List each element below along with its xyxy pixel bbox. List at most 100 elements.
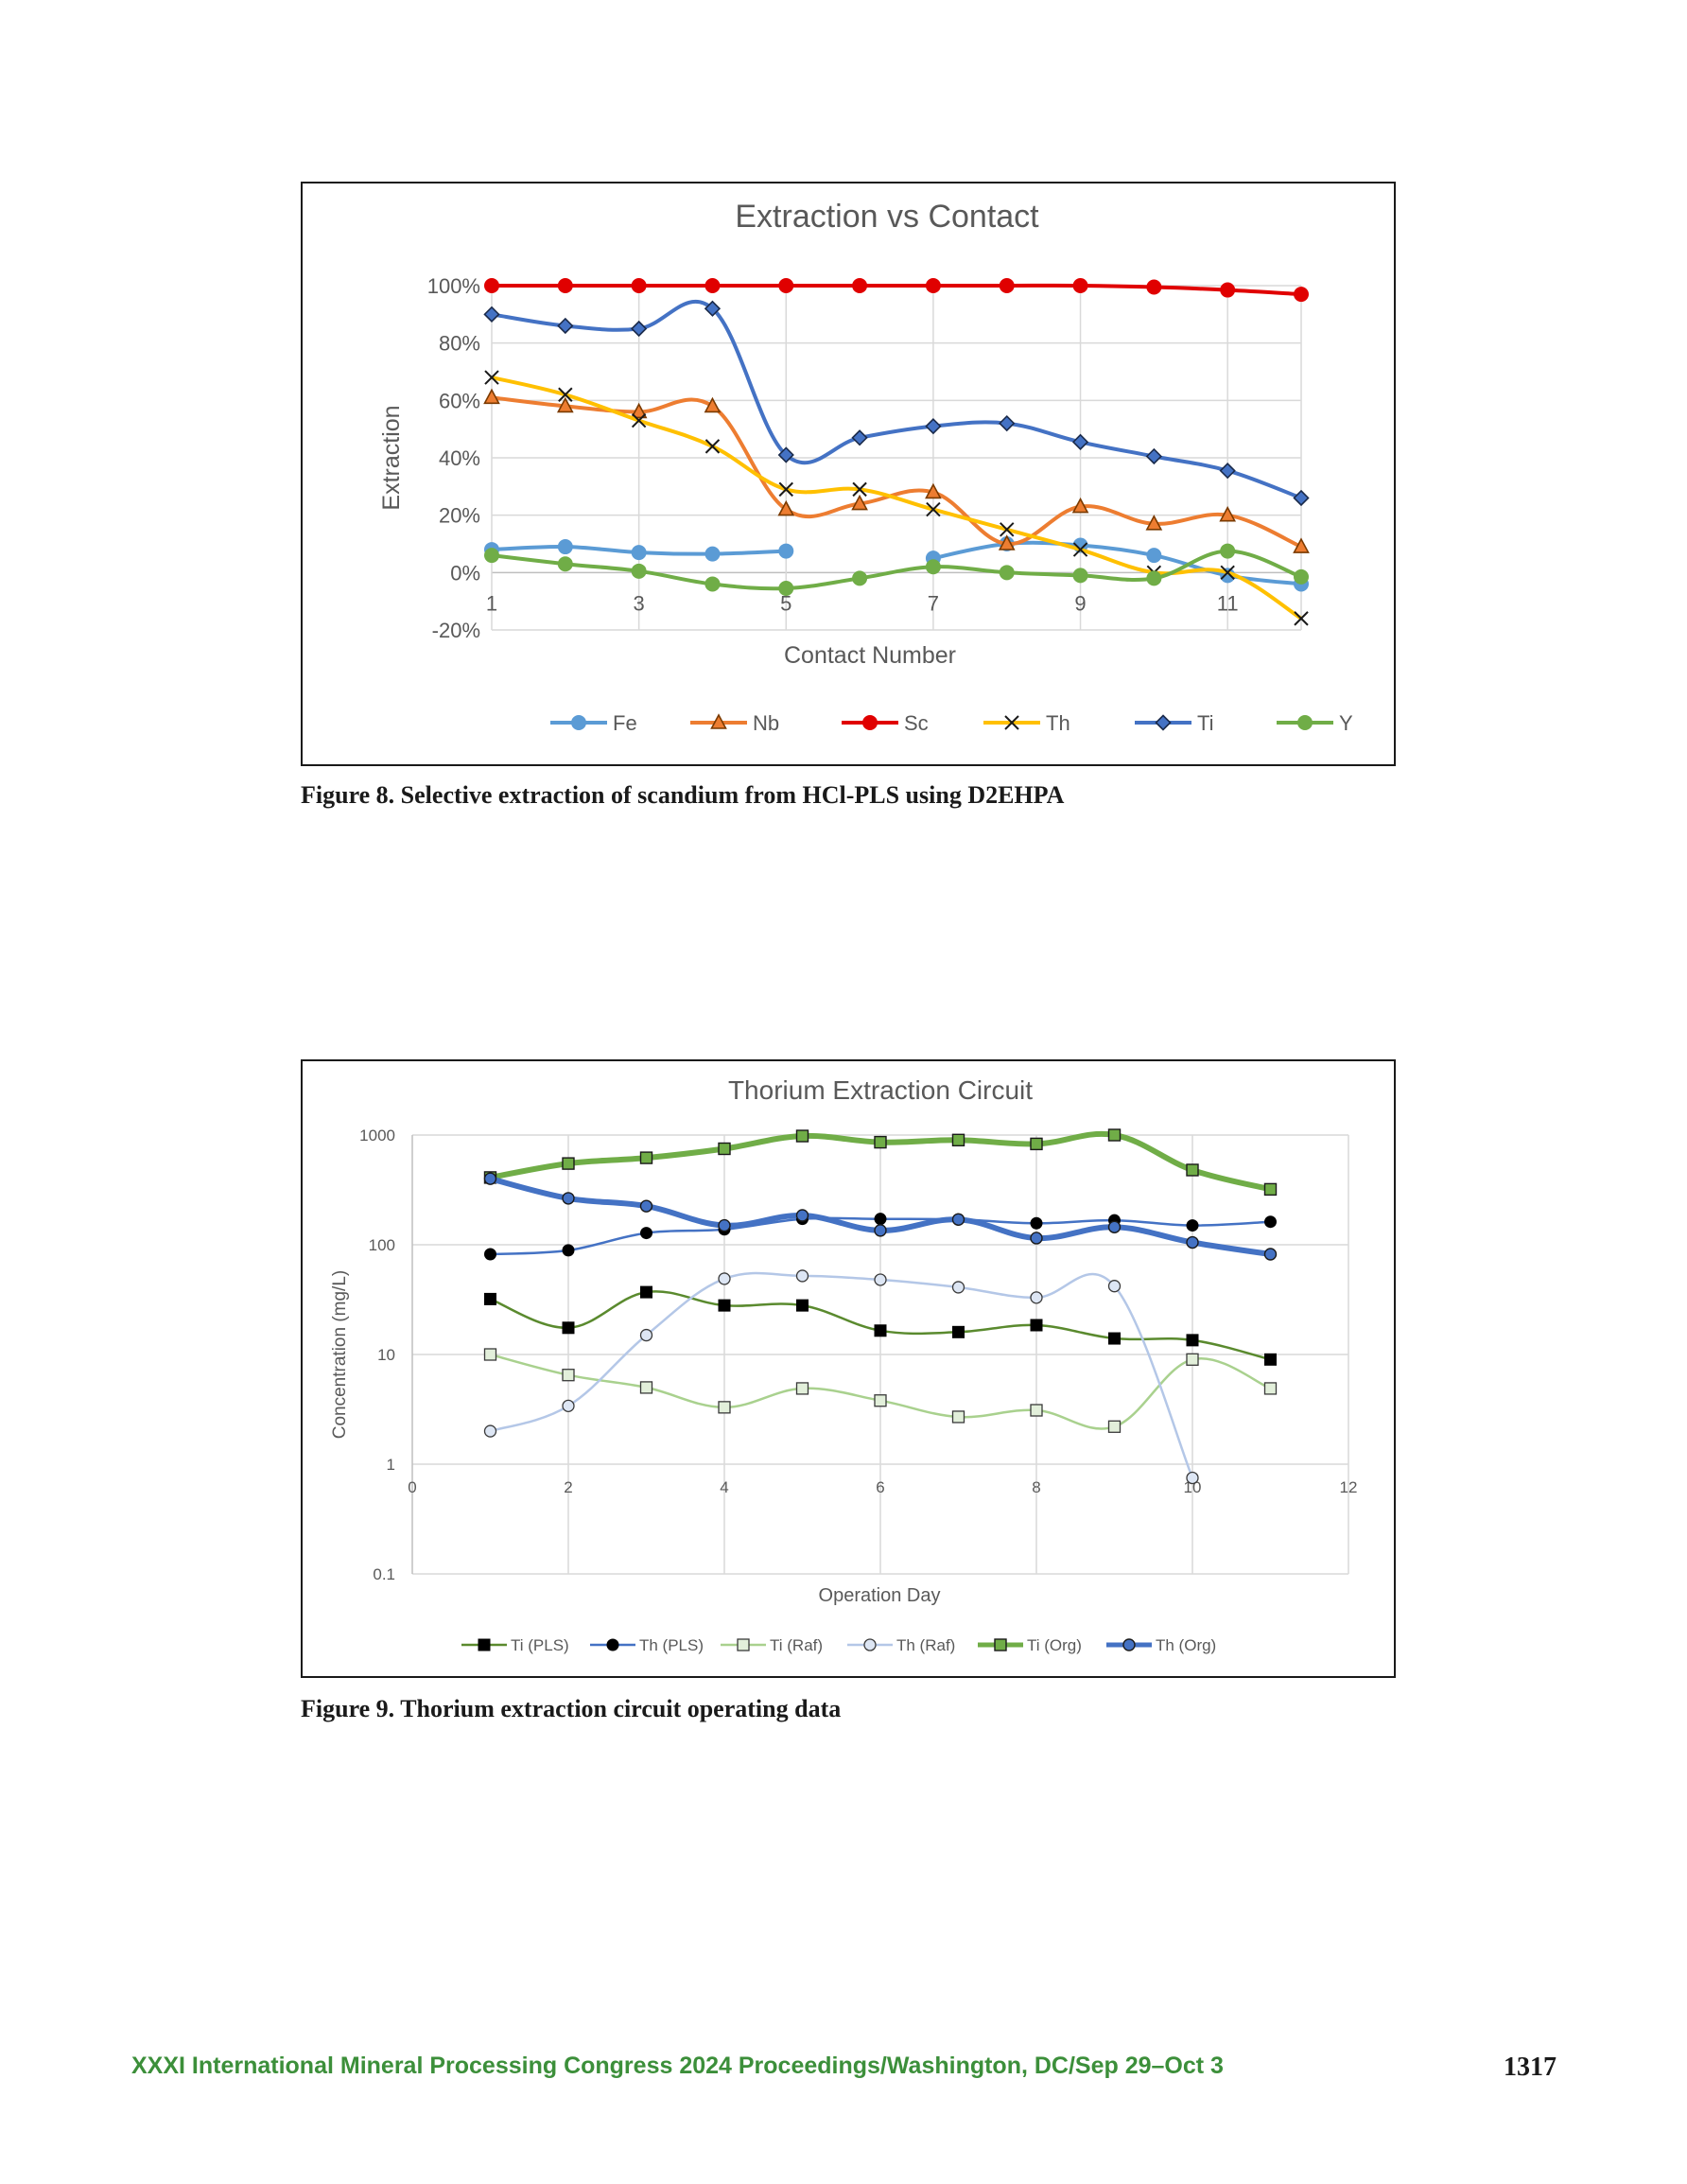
ti-point (999, 414, 1016, 432)
nb-point (704, 396, 722, 413)
y-tick-label: 10 (377, 1346, 395, 1364)
legend-fe-point (571, 715, 586, 730)
th-raf-point (951, 1281, 965, 1294)
nb-point (483, 388, 500, 405)
legend-label: Nb (753, 711, 779, 735)
legend-sc-point (862, 715, 878, 730)
fe-point (778, 543, 794, 559)
ti-pls-point (1108, 1332, 1121, 1345)
y-point (1146, 570, 1162, 586)
th-raf-point (718, 1272, 731, 1285)
th-point (704, 439, 721, 454)
thorium-extraction-circuit-chart: Thorium Extraction Circuit 1000 100 10 1 0.1 0… (301, 1059, 1396, 1678)
th-raf-point (639, 1328, 653, 1342)
x-tick-label: 2 (564, 1478, 572, 1496)
ti-point (557, 317, 574, 335)
chart-title: Extraction vs Contact (735, 199, 1039, 235)
th-raf-point (1186, 1471, 1199, 1485)
legend-label: Fe (613, 711, 637, 735)
sc-point (1294, 287, 1309, 303)
ti-org-point (1263, 1182, 1278, 1197)
ti-pls-point (796, 1299, 809, 1312)
th-raf-point (1030, 1291, 1043, 1304)
nb-point (1293, 537, 1310, 553)
legend-label: Th (Org) (1156, 1636, 1216, 1654)
x-marker-stroke (1004, 715, 1019, 730)
th-point (926, 501, 941, 517)
legend-label: Th (1046, 711, 1070, 735)
nb-point (1219, 505, 1237, 522)
ti-raf-point (1186, 1353, 1199, 1366)
y-point (1294, 568, 1309, 585)
legend-label: Ti (1197, 711, 1214, 735)
ti-point (777, 446, 794, 463)
x-tick-label: 4 (720, 1478, 728, 1496)
chart1-svg: Extraction vs Contact 100% 80% 60% 40% 20% 0% -… (378, 199, 1353, 735)
ti-pls-point (1030, 1319, 1043, 1332)
y-point (852, 570, 868, 586)
x-tick-label: 6 (876, 1478, 884, 1496)
figure-8-caption: Figure 8. Selective extraction of scandi… (301, 781, 1065, 809)
fe-point (704, 546, 721, 562)
series-fe (484, 536, 1309, 592)
series-y (484, 543, 1309, 597)
ti-raf-point (718, 1401, 731, 1414)
series-line-y (491, 549, 1302, 591)
ti-raf-point (1030, 1404, 1043, 1417)
legend-item-th: Th (983, 711, 1070, 735)
y-point (1220, 543, 1236, 559)
legend-item-th-raf: Th (Raf) (847, 1636, 955, 1654)
legend-item-nb: Nb (690, 711, 779, 735)
th-pls-point (640, 1227, 652, 1240)
ti-raf-point (874, 1394, 887, 1407)
sc-point (557, 278, 573, 293)
th-raf-point (1107, 1280, 1122, 1293)
ti-pls-point (1186, 1334, 1199, 1347)
ti-raf-point (483, 1348, 497, 1361)
th-point (1000, 522, 1015, 537)
th-org-point (1263, 1248, 1278, 1261)
th-point (558, 387, 573, 402)
legend-item-y: Y (1277, 711, 1353, 735)
ti-point (1219, 463, 1236, 480)
nb-point (1145, 515, 1163, 531)
sc-point (925, 278, 941, 293)
ti-raf-point (795, 1382, 809, 1395)
ti-point (704, 300, 722, 317)
ti-point (1145, 447, 1162, 465)
y-point (778, 581, 794, 597)
ti-pls-point (874, 1324, 887, 1337)
x-tick-label: 5 (780, 591, 791, 615)
y-tick-label: 80% (439, 332, 480, 356)
th-org-point (483, 1172, 497, 1185)
legend-label: Th (Raf) (896, 1636, 955, 1654)
ti-org-point (951, 1133, 965, 1147)
x-marker-stroke (1220, 565, 1235, 581)
chart-title: Thorium Extraction Circuit (728, 1075, 1033, 1105)
th-raf-point (562, 1399, 575, 1412)
x-marker-stroke (1072, 542, 1088, 557)
th-point (1220, 565, 1235, 581)
th-org-point (874, 1224, 887, 1237)
y-point (1072, 568, 1088, 584)
y-tick-label: 0.1 (373, 1565, 395, 1583)
th-org-point (718, 1218, 731, 1232)
th-pls-point (1030, 1216, 1043, 1230)
th-raf-point (874, 1273, 887, 1286)
x-marker-stroke (926, 501, 941, 517)
legend-item-th-pls: Th (PLS) (590, 1636, 704, 1654)
ti-point (1071, 433, 1089, 450)
th-org-point (639, 1199, 653, 1213)
ti-raf-point (639, 1381, 653, 1394)
nb-point (1071, 497, 1089, 514)
th-point (484, 370, 499, 385)
ti-org-point (1107, 1128, 1122, 1142)
th-pls-point (874, 1213, 887, 1226)
ti-raf-point (951, 1410, 965, 1424)
ti-pls-point (952, 1325, 965, 1338)
sc-point (778, 278, 794, 293)
x-marker-stroke (631, 412, 647, 428)
x-marker-stroke (778, 481, 793, 498)
x-marker-stroke (852, 481, 867, 498)
sc-point (704, 278, 721, 293)
